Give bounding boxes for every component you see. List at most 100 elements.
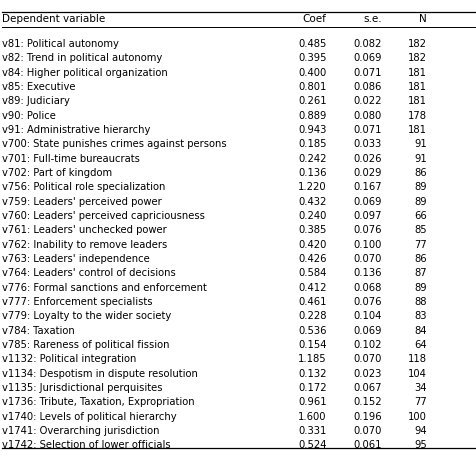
Text: v90: Police: v90: Police xyxy=(2,111,56,121)
Text: 86: 86 xyxy=(414,254,426,264)
Text: 0.076: 0.076 xyxy=(352,225,381,235)
Text: v785: Rareness of political fission: v785: Rareness of political fission xyxy=(2,340,169,350)
Text: 0.104: 0.104 xyxy=(353,311,381,321)
Text: 0.485: 0.485 xyxy=(298,39,326,49)
Text: 66: 66 xyxy=(413,211,426,221)
Text: v81: Political autonomy: v81: Political autonomy xyxy=(2,39,119,49)
Text: 64: 64 xyxy=(414,340,426,350)
Text: 0.536: 0.536 xyxy=(298,326,326,335)
Text: 0.076: 0.076 xyxy=(352,297,381,307)
Text: 89: 89 xyxy=(414,283,426,292)
Text: v764: Leaders' control of decisions: v764: Leaders' control of decisions xyxy=(2,268,176,278)
Text: 0.395: 0.395 xyxy=(298,54,326,63)
Text: s.e.: s.e. xyxy=(362,14,381,24)
Text: 95: 95 xyxy=(413,440,426,450)
Text: Dependent variable: Dependent variable xyxy=(2,14,105,24)
Text: 0.172: 0.172 xyxy=(298,383,326,393)
Text: v1742: Selection of lower officials: v1742: Selection of lower officials xyxy=(2,440,171,450)
Text: v1740: Levels of political hierarchy: v1740: Levels of political hierarchy xyxy=(2,412,177,421)
Text: 0.067: 0.067 xyxy=(352,383,381,393)
Text: 1.185: 1.185 xyxy=(298,354,326,364)
Text: v756: Political role specialization: v756: Political role specialization xyxy=(2,182,166,192)
Text: 83: 83 xyxy=(414,311,426,321)
Text: v1135: Jurisdictional perquisites: v1135: Jurisdictional perquisites xyxy=(2,383,162,393)
Text: 0.023: 0.023 xyxy=(353,369,381,378)
Text: v702: Part of kingdom: v702: Part of kingdom xyxy=(2,168,112,178)
Text: v762: Inability to remove leaders: v762: Inability to remove leaders xyxy=(2,240,167,249)
Text: v759: Leaders' perceived power: v759: Leaders' perceived power xyxy=(2,197,162,207)
Text: 89: 89 xyxy=(414,197,426,207)
Text: v777: Enforcement specialists: v777: Enforcement specialists xyxy=(2,297,153,307)
Text: Coef: Coef xyxy=(302,14,326,24)
Text: 0.412: 0.412 xyxy=(298,283,326,292)
Text: v1132: Political integration: v1132: Political integration xyxy=(2,354,137,364)
Text: 0.420: 0.420 xyxy=(298,240,326,249)
Text: 0.132: 0.132 xyxy=(298,369,326,378)
Text: 181: 181 xyxy=(407,125,426,135)
Text: 77: 77 xyxy=(413,397,426,407)
Text: 1.600: 1.600 xyxy=(298,412,326,421)
Text: 0.331: 0.331 xyxy=(298,426,326,436)
Text: 0.961: 0.961 xyxy=(298,397,326,407)
Text: v760: Leaders' perceived capriciousness: v760: Leaders' perceived capriciousness xyxy=(2,211,205,221)
Text: 0.022: 0.022 xyxy=(352,97,381,106)
Text: 0.584: 0.584 xyxy=(298,268,326,278)
Text: v701: Full-time bureaucrats: v701: Full-time bureaucrats xyxy=(2,154,140,164)
Text: 0.026: 0.026 xyxy=(352,154,381,164)
Text: 0.086: 0.086 xyxy=(353,82,381,92)
Text: 0.102: 0.102 xyxy=(352,340,381,350)
Text: 0.082: 0.082 xyxy=(353,39,381,49)
Text: v1736: Tribute, Taxation, Expropriation: v1736: Tribute, Taxation, Expropriation xyxy=(2,397,195,407)
Text: 0.069: 0.069 xyxy=(352,197,381,207)
Text: 0.100: 0.100 xyxy=(353,240,381,249)
Text: 89: 89 xyxy=(414,182,426,192)
Text: 0.461: 0.461 xyxy=(298,297,326,307)
Text: v776: Formal sanctions and enforcement: v776: Formal sanctions and enforcement xyxy=(2,283,207,292)
Text: v779: Loyalty to the wider society: v779: Loyalty to the wider society xyxy=(2,311,171,321)
Text: 0.801: 0.801 xyxy=(298,82,326,92)
Text: 0.152: 0.152 xyxy=(352,397,381,407)
Text: 0.071: 0.071 xyxy=(352,68,381,78)
Text: 0.228: 0.228 xyxy=(298,311,326,321)
Text: v761: Leaders' unchecked power: v761: Leaders' unchecked power xyxy=(2,225,167,235)
Text: 0.400: 0.400 xyxy=(298,68,326,78)
Text: 0.185: 0.185 xyxy=(298,140,326,149)
Text: 0.068: 0.068 xyxy=(353,283,381,292)
Text: 182: 182 xyxy=(407,39,426,49)
Text: 181: 181 xyxy=(407,68,426,78)
Text: 178: 178 xyxy=(407,111,426,121)
Text: 0.069: 0.069 xyxy=(352,326,381,335)
Text: 0.889: 0.889 xyxy=(298,111,326,121)
Text: v784: Taxation: v784: Taxation xyxy=(2,326,75,335)
Text: 0.426: 0.426 xyxy=(298,254,326,264)
Text: 85: 85 xyxy=(414,225,426,235)
Text: 0.385: 0.385 xyxy=(298,225,326,235)
Text: 0.069: 0.069 xyxy=(352,54,381,63)
Text: 118: 118 xyxy=(407,354,426,364)
Text: 0.167: 0.167 xyxy=(352,182,381,192)
Text: 0.097: 0.097 xyxy=(352,211,381,221)
Text: 91: 91 xyxy=(413,154,426,164)
Text: 0.242: 0.242 xyxy=(298,154,326,164)
Text: 0.154: 0.154 xyxy=(298,340,326,350)
Text: 87: 87 xyxy=(414,268,426,278)
Text: 0.070: 0.070 xyxy=(353,354,381,364)
Text: 0.136: 0.136 xyxy=(298,168,326,178)
Text: 0.524: 0.524 xyxy=(298,440,326,450)
Text: 0.070: 0.070 xyxy=(353,254,381,264)
Text: N: N xyxy=(418,14,426,24)
Text: v700: State punishes crimes against persons: v700: State punishes crimes against pers… xyxy=(2,140,227,149)
Text: 0.080: 0.080 xyxy=(353,111,381,121)
Text: 182: 182 xyxy=(407,54,426,63)
Text: 0.432: 0.432 xyxy=(298,197,326,207)
Text: 0.196: 0.196 xyxy=(352,412,381,421)
Text: 77: 77 xyxy=(413,240,426,249)
Text: 100: 100 xyxy=(407,412,426,421)
Text: 0.071: 0.071 xyxy=(352,125,381,135)
Text: v89: Judiciary: v89: Judiciary xyxy=(2,97,70,106)
Text: 84: 84 xyxy=(414,326,426,335)
Text: v85: Executive: v85: Executive xyxy=(2,82,76,92)
Text: 181: 181 xyxy=(407,82,426,92)
Text: 104: 104 xyxy=(407,369,426,378)
Text: 0.240: 0.240 xyxy=(298,211,326,221)
